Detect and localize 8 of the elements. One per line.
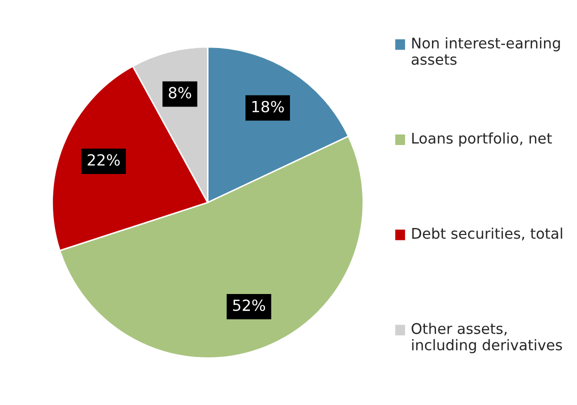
legend-label: Debt securities, total [412,228,562,240]
data-label: 52% [233,299,266,312]
data-label: 22% [88,154,120,166]
data-label: 18% [252,100,284,112]
data-label: 8% [168,86,192,98]
legend-label: Other assets, including derivatives [412,322,562,354]
legend-label: Non interest-earning assets [412,37,560,65]
legend-label: Loans portfolio, net [412,132,552,147]
